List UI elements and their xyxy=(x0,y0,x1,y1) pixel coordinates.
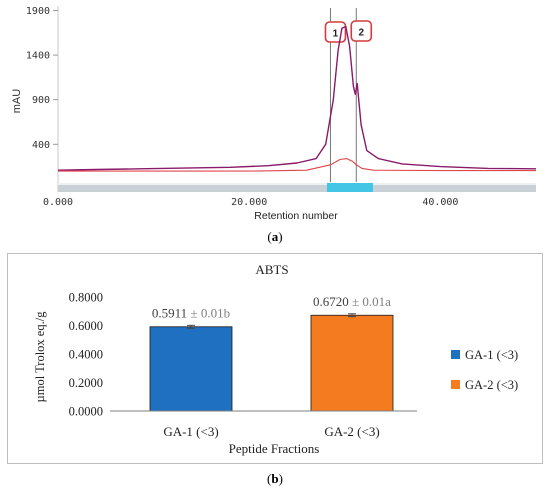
abts-bar-panel: ABTS µmol Trolox eq./g 0.0000 0.2000 0.400… xyxy=(7,253,543,486)
bar-chart-legend: GA-1 (<3) GA-2 (<3) xyxy=(451,348,518,392)
y-tick-label: 0.2000 xyxy=(69,376,103,390)
scrollbar-thumb[interactable] xyxy=(327,183,373,192)
caption-paren-open: ( xyxy=(267,229,271,244)
peak-label: 1 xyxy=(324,21,347,43)
chromatogram-trace xyxy=(57,25,537,171)
caption-letter: b xyxy=(271,471,278,486)
bar-chart-bars: 0.5911 ± 0.01b 0.6720 ± 0.01a xyxy=(149,294,394,412)
legend-swatch xyxy=(451,380,460,389)
y-tick-label: 0.4000 xyxy=(69,348,103,362)
chromatogram-plot-area xyxy=(58,6,536,192)
legend-swatch xyxy=(451,350,460,359)
legend-label: GA-1 (<3) xyxy=(465,348,518,362)
caption-letter: a xyxy=(272,229,279,244)
scrollbar-track[interactable] xyxy=(58,183,536,192)
data-label: 0.6720 ± 0.01a xyxy=(313,294,391,309)
peak-label-box xyxy=(350,20,373,42)
panel-b-caption: (b) xyxy=(267,471,283,486)
bar-chart-x-label: Peptide Fractions xyxy=(229,441,320,456)
data-label-annotation: ± 0.01b xyxy=(187,305,230,320)
chromatogram-y-label: mAU xyxy=(11,89,23,114)
chromatogram-series xyxy=(57,25,537,172)
x-tick-label: 40.000 xyxy=(422,197,458,208)
peak-label: 2 xyxy=(350,20,373,42)
chromatogram-y-ticks: 400 900 1400 1900 xyxy=(26,6,58,151)
bar-chart-y-label: µmol Trolox eq./g xyxy=(33,311,47,403)
peak-label-text: 2 xyxy=(358,28,364,39)
y-tick-label: 0.6000 xyxy=(69,319,103,333)
category-label: GA-2 (<3) xyxy=(324,424,379,439)
scrollbar-highlight xyxy=(58,183,536,185)
bar-chart-y-ticks: 0.0000 0.2000 0.4000 0.6000 0.8000 xyxy=(69,291,103,419)
caption-paren-open: ( xyxy=(267,471,271,486)
data-label-value: 0.5911 xyxy=(152,305,187,320)
data-label: 0.5911 ± 0.01b xyxy=(152,305,230,320)
category-label: GA-1 (<3) xyxy=(163,424,218,439)
retention-scrollbar[interactable] xyxy=(58,183,536,192)
chromatogram-x-ticks: 0.000 20.000 40.000 xyxy=(43,197,459,208)
bar-chart-title: ABTS xyxy=(255,262,288,277)
chromatogram-trace xyxy=(58,158,536,172)
caption-paren-close: ) xyxy=(278,229,282,244)
y-tick-label: 0.8000 xyxy=(69,291,103,305)
y-tick-label: 400 xyxy=(32,140,50,151)
x-tick-label: 20.000 xyxy=(231,197,267,208)
y-tick-label: 900 xyxy=(32,95,50,106)
bar xyxy=(310,314,394,412)
x-tick-label: 0.000 xyxy=(43,197,73,208)
y-tick-label: 1900 xyxy=(26,6,50,17)
y-tick-label: 1400 xyxy=(26,51,50,62)
bar-chart-categories: GA-1 (<3) GA-2 (<3) xyxy=(163,424,379,439)
data-label-value: 0.6720 xyxy=(313,294,349,309)
legend-label: GA-2 (<3) xyxy=(465,378,518,392)
panel-a-caption: (a) xyxy=(267,229,282,244)
data-label-annotation: ± 0.01a xyxy=(349,294,391,309)
caption-paren-close: ) xyxy=(279,471,283,486)
peak-label-text: 1 xyxy=(333,29,339,40)
chromatogram-x-label: Retention number xyxy=(254,210,338,222)
bar xyxy=(149,326,233,412)
y-tick-label: 0.0000 xyxy=(69,405,103,419)
